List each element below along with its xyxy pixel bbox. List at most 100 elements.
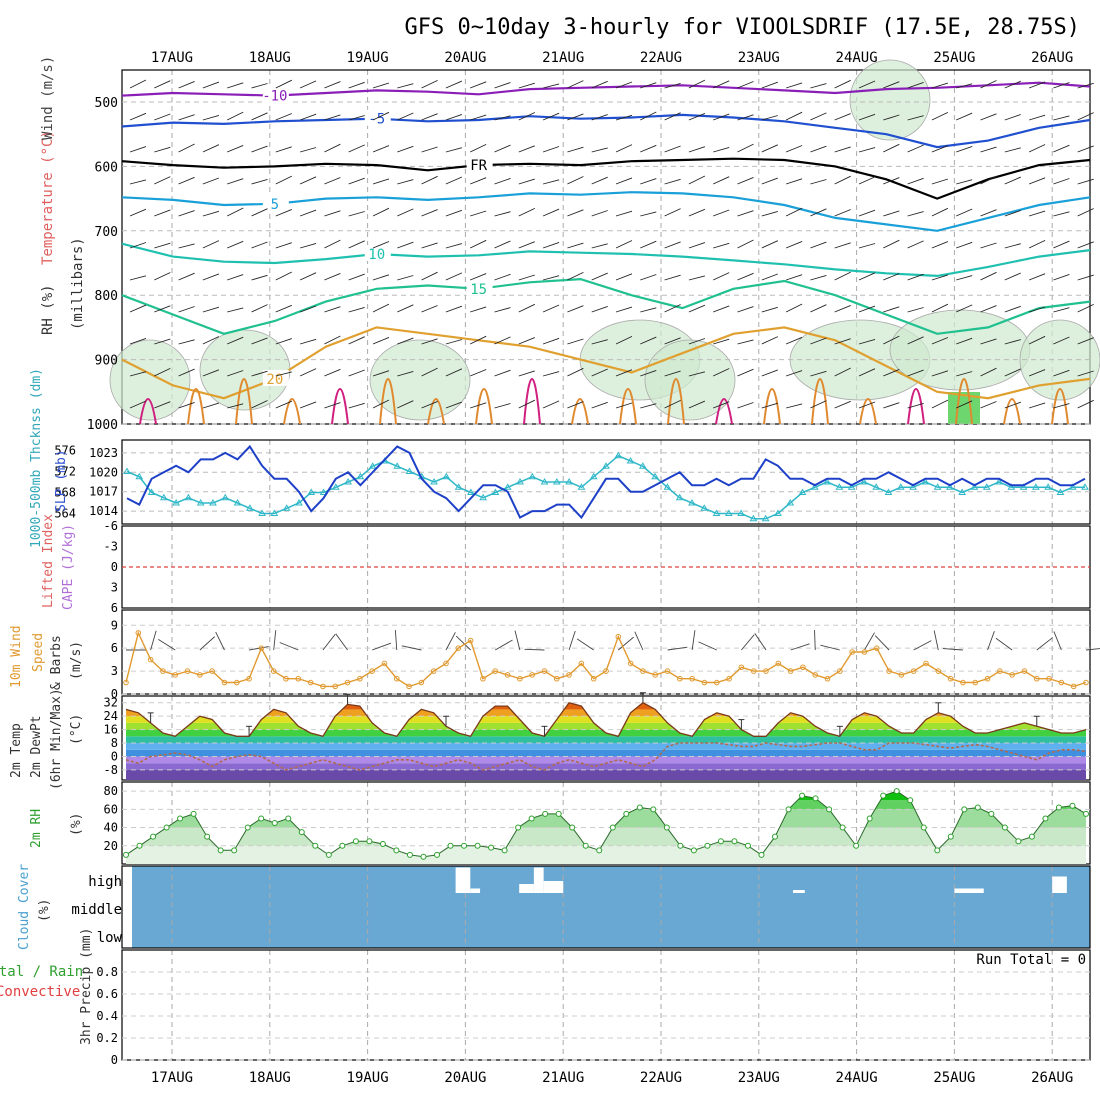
wind-barb <box>372 274 390 281</box>
wind-barb <box>664 304 681 313</box>
li-label: Lifted Index <box>41 514 56 608</box>
wind-barb <box>251 145 268 153</box>
thickness-point <box>344 478 352 485</box>
thickness-point <box>1019 483 1028 490</box>
temp-band <box>126 769 1086 780</box>
precip-convective-label: Convective <box>0 984 80 1000</box>
wind10m-barb <box>942 648 963 651</box>
cape-label: CAPE (J/kg) <box>61 524 76 610</box>
wind-speed-point <box>381 660 388 667</box>
wind-barb <box>713 176 730 185</box>
wind-barb <box>931 337 949 345</box>
wind-barb <box>494 307 511 313</box>
wind-barb <box>275 146 292 153</box>
rh-point <box>772 833 779 840</box>
date-label-bottom: 21AUG <box>542 1070 584 1086</box>
wind-barb <box>470 143 487 153</box>
thickness-point <box>835 483 844 490</box>
wind10m-barb <box>814 629 816 651</box>
wind10m-barb <box>995 637 1013 651</box>
wind-barb <box>567 401 584 409</box>
temp-band <box>126 749 1086 757</box>
wind-barb <box>785 82 803 89</box>
wind-speed-point <box>787 668 794 674</box>
wind-barb <box>688 400 706 409</box>
wind-barb <box>834 400 851 409</box>
wind-barb <box>664 208 681 217</box>
wind-barb <box>178 272 195 281</box>
date-label-top: 25AUG <box>933 50 975 66</box>
wind-barb <box>1077 399 1094 409</box>
rh-point <box>163 824 170 831</box>
date-label-bottom: 17AUG <box>151 1070 193 1086</box>
wind-barb <box>737 339 754 345</box>
wind-speed-point <box>197 672 203 678</box>
wind-barb <box>907 402 924 409</box>
wind-barb <box>324 335 341 345</box>
thickness-tick-label: 576 <box>54 444 76 458</box>
wind-barb <box>251 208 268 217</box>
wind-barb <box>324 272 341 281</box>
wind-barb <box>834 338 851 345</box>
wind-barb <box>834 242 851 249</box>
contour-line <box>121 277 1091 335</box>
panel-frame <box>121 69 1091 425</box>
wind-speed-point <box>997 668 1003 674</box>
wind-barb <box>421 271 438 281</box>
wind-barb <box>1004 305 1021 313</box>
wind-barb <box>883 210 900 217</box>
surface-temp-contour <box>379 378 397 425</box>
wind-speed-point <box>701 679 708 686</box>
wind-barb <box>518 274 535 281</box>
wind-barb <box>883 143 900 153</box>
rh-point <box>704 842 711 849</box>
temp-tick-label: 0 <box>111 749 118 763</box>
wind10m-barb <box>864 632 875 651</box>
wind-speed-point <box>135 630 142 636</box>
wind-barb <box>931 274 949 281</box>
rh-point <box>1069 802 1076 809</box>
contour-label-bg <box>262 194 289 211</box>
wind10m-barb <box>634 631 644 651</box>
wind-barb <box>1077 112 1094 121</box>
temp-band <box>126 756 1086 764</box>
wind10m-barb <box>322 633 336 651</box>
precip-title: 3hr Precip (mm) <box>79 928 94 1045</box>
date-label-bottom: 26AUG <box>1031 1070 1073 1086</box>
date-label-bottom: 19AUG <box>347 1070 389 1086</box>
wind-barb <box>275 400 292 409</box>
rh-point <box>1015 838 1022 845</box>
wind-barb <box>980 175 997 185</box>
wind-barb <box>178 114 195 121</box>
wind-barb <box>980 338 997 345</box>
rh-band <box>126 800 1086 810</box>
wind-barb <box>154 338 171 345</box>
wind10m-barb <box>820 644 840 651</box>
date-label-top: 21AUG <box>542 50 584 66</box>
wind-barb <box>421 367 438 377</box>
rh-point <box>826 806 833 813</box>
li-tick-label: 3 <box>111 581 118 595</box>
wind10m-barb <box>913 640 932 651</box>
wind-barb <box>178 306 195 313</box>
thickness-point <box>135 472 144 480</box>
wind-barb <box>202 177 220 185</box>
wind-barb <box>591 272 608 281</box>
wind-barb <box>956 400 973 409</box>
panel-frame <box>121 439 1091 525</box>
wind-barb <box>129 304 147 313</box>
wind-speed-point <box>123 679 129 686</box>
rh-point <box>217 847 224 854</box>
thickness-point <box>774 509 782 516</box>
wind-barb <box>931 178 949 185</box>
thickness-point <box>1056 488 1065 495</box>
wind-speed-point <box>861 649 868 655</box>
wind-barb <box>810 400 827 409</box>
wind-barb <box>615 369 633 377</box>
wind-speed-point <box>369 668 375 674</box>
surface-temp-contour <box>331 388 349 425</box>
wind-barb <box>202 81 220 89</box>
wind-barb <box>518 337 535 345</box>
wind-barb <box>178 401 195 409</box>
rh-point <box>1055 804 1062 811</box>
